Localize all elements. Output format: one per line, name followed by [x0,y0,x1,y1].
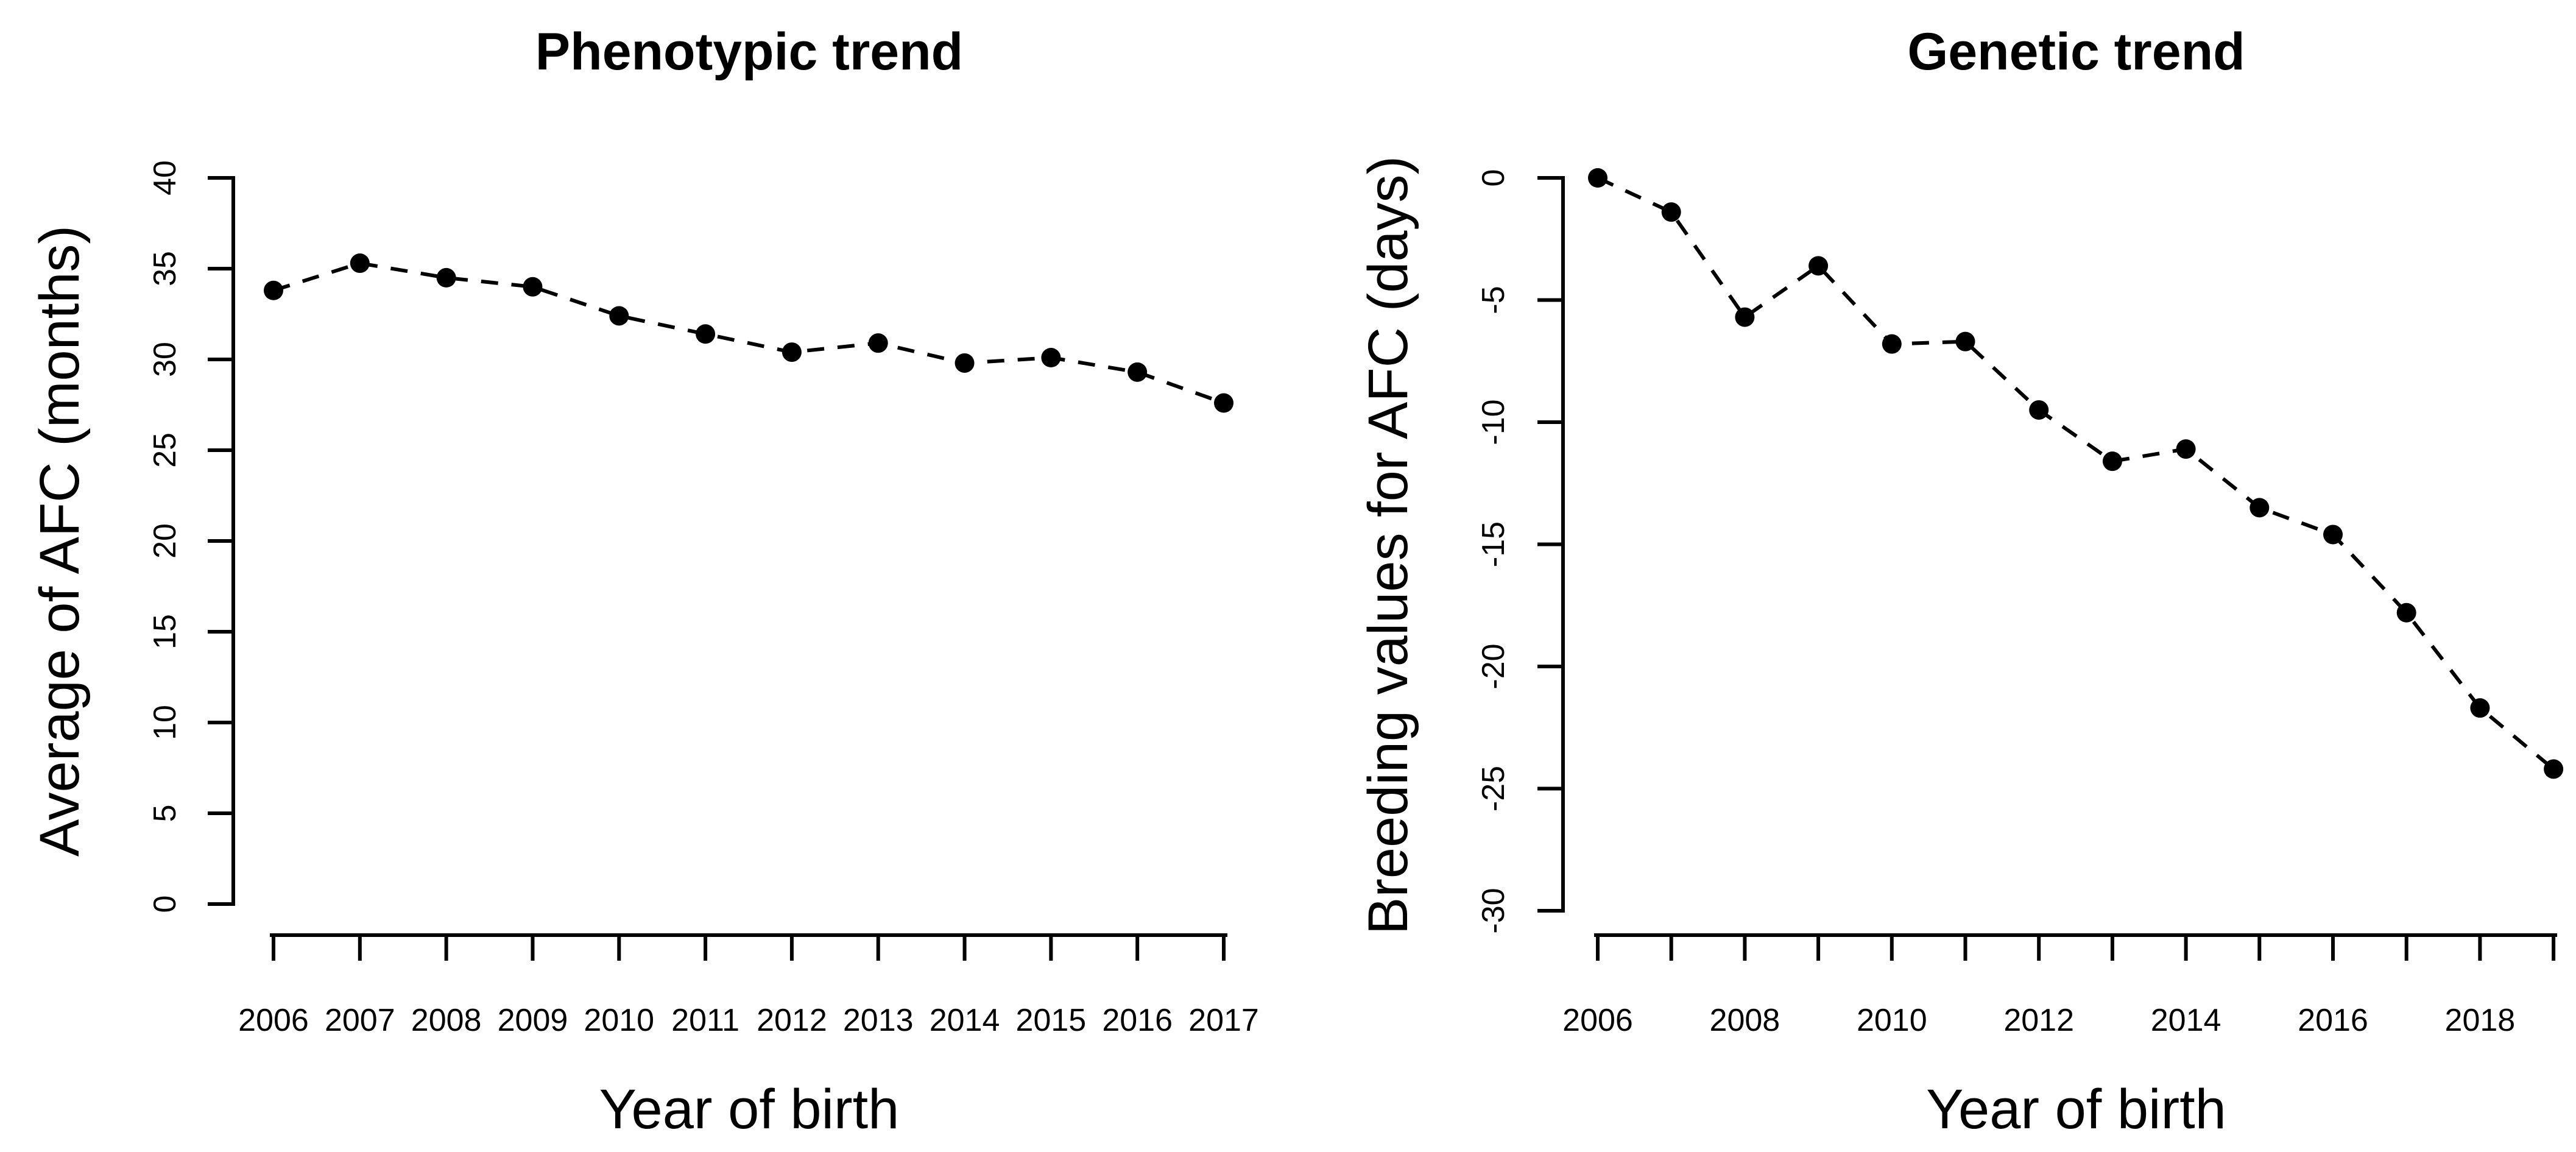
x-tick-label: 2014 [930,1003,1000,1038]
genetic-x-axis-label: Year of birth [1926,1078,2226,1140]
data-point [2470,698,2490,718]
y-tick-label: 10 [147,705,183,740]
x-tick-label: 2006 [1562,1003,1633,1038]
y-tick-label: 20 [147,523,183,559]
phenotypic-y-axis-label: Average of AFC (months) [29,225,91,857]
data-point [955,353,975,373]
y-tick-label: -25 [1476,766,1511,811]
x-tick-label: 2012 [757,1003,827,1038]
x-tick-label: 2016 [2298,1003,2368,1038]
data-point [1735,307,1755,327]
genetic-trend-chart: 0 -5 -10 -15 -20 -25 -30 2006 2008 2010 2012 2014 20… [1476,168,2564,1038]
x-tick-label: 2012 [2003,1003,2074,1038]
y-tick-label: -30 [1476,888,1511,933]
data-point [523,277,543,297]
x-tick-label: 2009 [498,1003,568,1038]
data-point [1661,202,1681,222]
x-tick-label: 2017 [1188,1003,1259,1038]
data-point [1127,362,1148,382]
x-tick-label: 2016 [1102,1003,1173,1038]
y-tick-label: -20 [1476,643,1511,689]
genetic-y-axis-label: Breeding values for AFC (days) [1357,155,1419,935]
data-point [1955,331,1975,352]
y-tick-label: 25 [147,433,183,468]
y-tick-label: 40 [147,160,183,196]
x-tick-label: 2006 [238,1003,309,1038]
phenotypic-x-axis-label: Year of birth [599,1078,900,1140]
data-point [696,324,716,344]
x-tick-label: 2010 [584,1003,654,1038]
x-tick-label: 2011 [671,1003,739,1038]
data-point [1882,334,1902,354]
x-tick-label: 2015 [1016,1003,1087,1038]
data-point [2102,451,2122,472]
data-point [1808,256,1829,276]
data-point [2250,498,2270,518]
y-tick-label: -5 [1476,286,1511,314]
phenotypic-trend-chart: 0 5 10 15 20 25 30 35 40 2006 2007 2008 2009 2010 2011… [147,160,1259,1038]
y-tick-label: 0 [147,896,183,913]
data-point [350,253,370,274]
series-line [273,261,1225,405]
data-point [1041,348,1061,368]
x-tick-label: 2014 [2151,1003,2221,1038]
data-point [782,342,802,362]
y-tick-label: -10 [1476,399,1511,445]
y-tick-label: -15 [1476,521,1511,567]
y-tick-label: 5 [147,805,183,822]
x-tick-label: 2008 [1710,1003,1780,1038]
x-tick-label: 2013 [843,1003,914,1038]
x-tick-label: 2010 [1857,1003,1927,1038]
x-tick-label: 2008 [411,1003,482,1038]
y-tick-label: 35 [147,251,183,286]
series-line [1597,176,2555,771]
data-point [2176,439,2196,459]
data-point [2396,603,2416,623]
y-tick-label: 0 [1476,169,1511,187]
data-point [2323,525,2343,545]
data-point [1214,393,1234,413]
data-point [264,280,283,300]
data-point [1588,168,1607,188]
y-tick-label: 30 [147,342,183,377]
data-point [609,306,629,326]
x-tick-label: 2018 [2445,1003,2516,1038]
x-tick-label: 2007 [325,1003,395,1038]
data-point [868,333,888,353]
phenotypic-chart-title: Phenotypic trend [535,23,964,81]
y-tick-label: 15 [147,614,183,649]
data-point [436,267,456,288]
data-point [2544,759,2564,779]
genetic-chart-title: Genetic trend [1907,23,2245,81]
data-point [2029,400,2049,420]
